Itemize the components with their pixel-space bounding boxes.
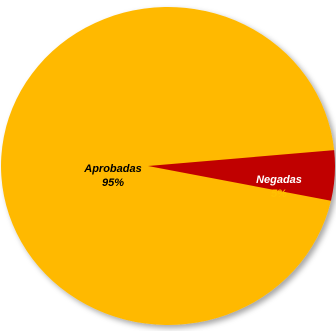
pie-slices xyxy=(1,6,336,325)
slice-label-aprobadas: Aprobadas xyxy=(83,163,141,175)
slice-percent-aprobadas: 95% xyxy=(102,177,124,189)
slice-percent-negadas: 5% xyxy=(271,188,287,200)
pie-slice-negadas xyxy=(148,150,336,201)
slice-label-negadas: Negadas xyxy=(256,174,302,186)
